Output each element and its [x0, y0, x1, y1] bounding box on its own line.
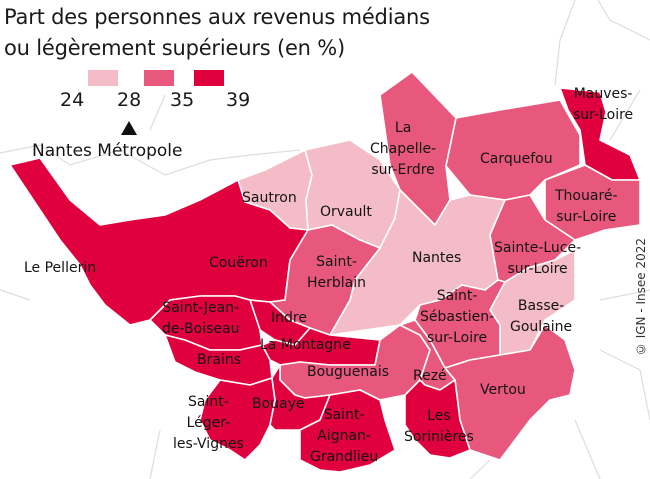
- commune-brains: [164, 334, 273, 386]
- credit: © IGN - Insee 2022: [634, 238, 648, 357]
- label-saint-herblain: Saint- Herblain: [307, 254, 367, 291]
- label-brains: Brains: [197, 352, 241, 368]
- commune-les-sorinieres: [404, 379, 471, 459]
- legend-tick-39: 39: [226, 89, 251, 111]
- legend-marker-label: Nantes Métropole: [32, 141, 183, 161]
- map-title-line-1: Part des personnes aux revenus médians: [4, 5, 430, 29]
- label-vertou: Vertou: [480, 382, 526, 398]
- label-carquefou: Carquefou: [480, 151, 553, 167]
- commune-saint-leger: [199, 377, 276, 461]
- label-sautron: Sautron: [242, 190, 297, 206]
- map-title-line-2: ou légèrement supérieurs (en %): [4, 36, 346, 60]
- legend-swatch-3: [194, 70, 224, 86]
- label-mauves: Mauves-sur-Loire: [573, 86, 634, 123]
- legend-tick-28: 28: [117, 89, 142, 111]
- legend-tick-24: 24: [60, 89, 85, 111]
- label-reze: Rezé: [413, 368, 447, 384]
- commune-saint-aignan: [299, 389, 396, 473]
- label-thouare: Thouaré-sur-Loire: [555, 188, 618, 225]
- label-les-sorinieres: Les Sorinières: [404, 408, 474, 445]
- legend-marker-triangle: [121, 121, 137, 135]
- commune-vertou: [444, 324, 576, 461]
- label-bouguenais: Bouguenais: [307, 364, 390, 380]
- commune-thouare: [544, 164, 641, 241]
- label-nantes: Nantes: [412, 250, 462, 266]
- legend-tick-35: 35: [170, 89, 195, 111]
- label-le-pellerin: Le Pellerin: [24, 260, 97, 276]
- label-bouaye: Bouaye: [252, 396, 305, 412]
- label-saint-leger: Saint- Léger-les-Vignes: [173, 394, 244, 452]
- label-basse-goulaine: Basse- Goulaine: [510, 298, 573, 335]
- legend-swatch-1: [88, 70, 118, 86]
- legend-swatch-2: [144, 70, 174, 86]
- label-saint-sebastien: Saint- Sébastien-sur-Loire: [420, 288, 495, 346]
- label-sainte-luce: Sainte-Luce-sur-Loire: [494, 240, 582, 277]
- label-coueron: Couëron: [209, 255, 268, 271]
- communes: [9, 71, 641, 473]
- label-saint-aignan: Saint- Aignan- Grandlieu: [310, 407, 379, 465]
- label-saint-jean: Saint-Jean-de-Boiseau: [162, 300, 240, 337]
- label-la-montagne: La Montagne: [260, 337, 351, 353]
- label-orvault: Orvault: [320, 204, 372, 220]
- label-chapelle: La Chapelle-sur-Erdre: [370, 120, 437, 178]
- label-indre: Indre: [271, 310, 307, 326]
